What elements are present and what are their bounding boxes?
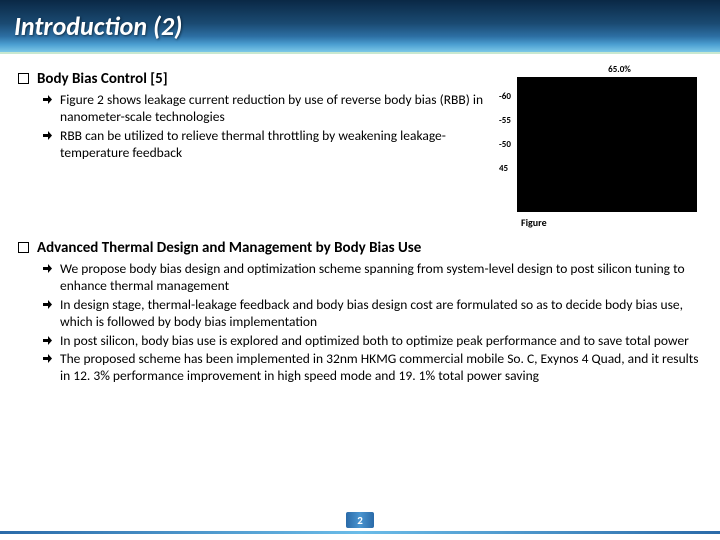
list-item: In design stage, thermal-leakage feedbac… <box>18 297 702 331</box>
list-item: In post silicon, body bias use is explor… <box>18 333 702 350</box>
arrow-bullet-icon <box>42 94 53 105</box>
list-item-text: RBB can be utilized to relieve thermal t… <box>60 128 509 162</box>
chart-black-box <box>517 77 697 212</box>
list-item-text: Figure 2 shows leakage current reduction… <box>60 92 509 126</box>
arrow-bullet-icon <box>42 299 53 310</box>
y-tick: -50 <box>499 139 511 150</box>
page-number-text: 2 <box>357 514 363 527</box>
y-tick: 45 <box>499 163 508 174</box>
box-bullet-icon <box>18 242 29 253</box>
section1-header-text: Body Bias Control [5] <box>37 70 168 88</box>
arrow-bullet-icon <box>42 130 53 141</box>
section2-header: Advanced Thermal Design and Management b… <box>18 239 702 257</box>
page-number: 2 <box>346 512 374 528</box>
footer-line <box>0 531 720 534</box>
list-item-text: The proposed scheme has been implemented… <box>60 351 702 385</box>
arrow-bullet-icon <box>42 335 53 346</box>
list-item: RBB can be utilized to relieve thermal t… <box>18 128 509 162</box>
content-area: Body Bias Control [5] Figure 2 shows lea… <box>0 54 720 385</box>
section1: Body Bias Control [5] Figure 2 shows lea… <box>18 64 517 164</box>
chart-caption: Figure <box>517 216 702 229</box>
list-item: The proposed scheme has been implemented… <box>18 351 702 385</box>
arrow-bullet-icon <box>42 353 53 364</box>
arrow-bullet-icon <box>42 263 53 274</box>
slide-title: Introduction (2) <box>14 10 182 42</box>
y-tick: -60 <box>499 91 511 102</box>
chart-top-label: 65.0% <box>517 64 702 75</box>
list-item-text: We propose body bias design and optimiza… <box>60 261 702 295</box>
list-item: We propose body bias design and optimiza… <box>18 261 702 295</box>
section1-header: Body Bias Control [5] <box>18 70 509 88</box>
chart-frame: -60 -55 -50 45 <box>517 77 702 212</box>
list-item: Figure 2 shows leakage current reduction… <box>18 92 509 126</box>
chart-area: 65.0% -60 -55 -50 45 Figure <box>517 64 702 229</box>
list-item-text: In post silicon, body bias use is explor… <box>60 333 689 350</box>
section2-header-text: Advanced Thermal Design and Management b… <box>37 239 421 257</box>
box-bullet-icon <box>18 73 29 84</box>
list-item-text: In design stage, thermal-leakage feedbac… <box>60 297 702 331</box>
top-row: Body Bias Control [5] Figure 2 shows lea… <box>18 64 702 229</box>
title-bar: Introduction (2) <box>0 0 720 54</box>
y-tick: -55 <box>499 115 511 126</box>
